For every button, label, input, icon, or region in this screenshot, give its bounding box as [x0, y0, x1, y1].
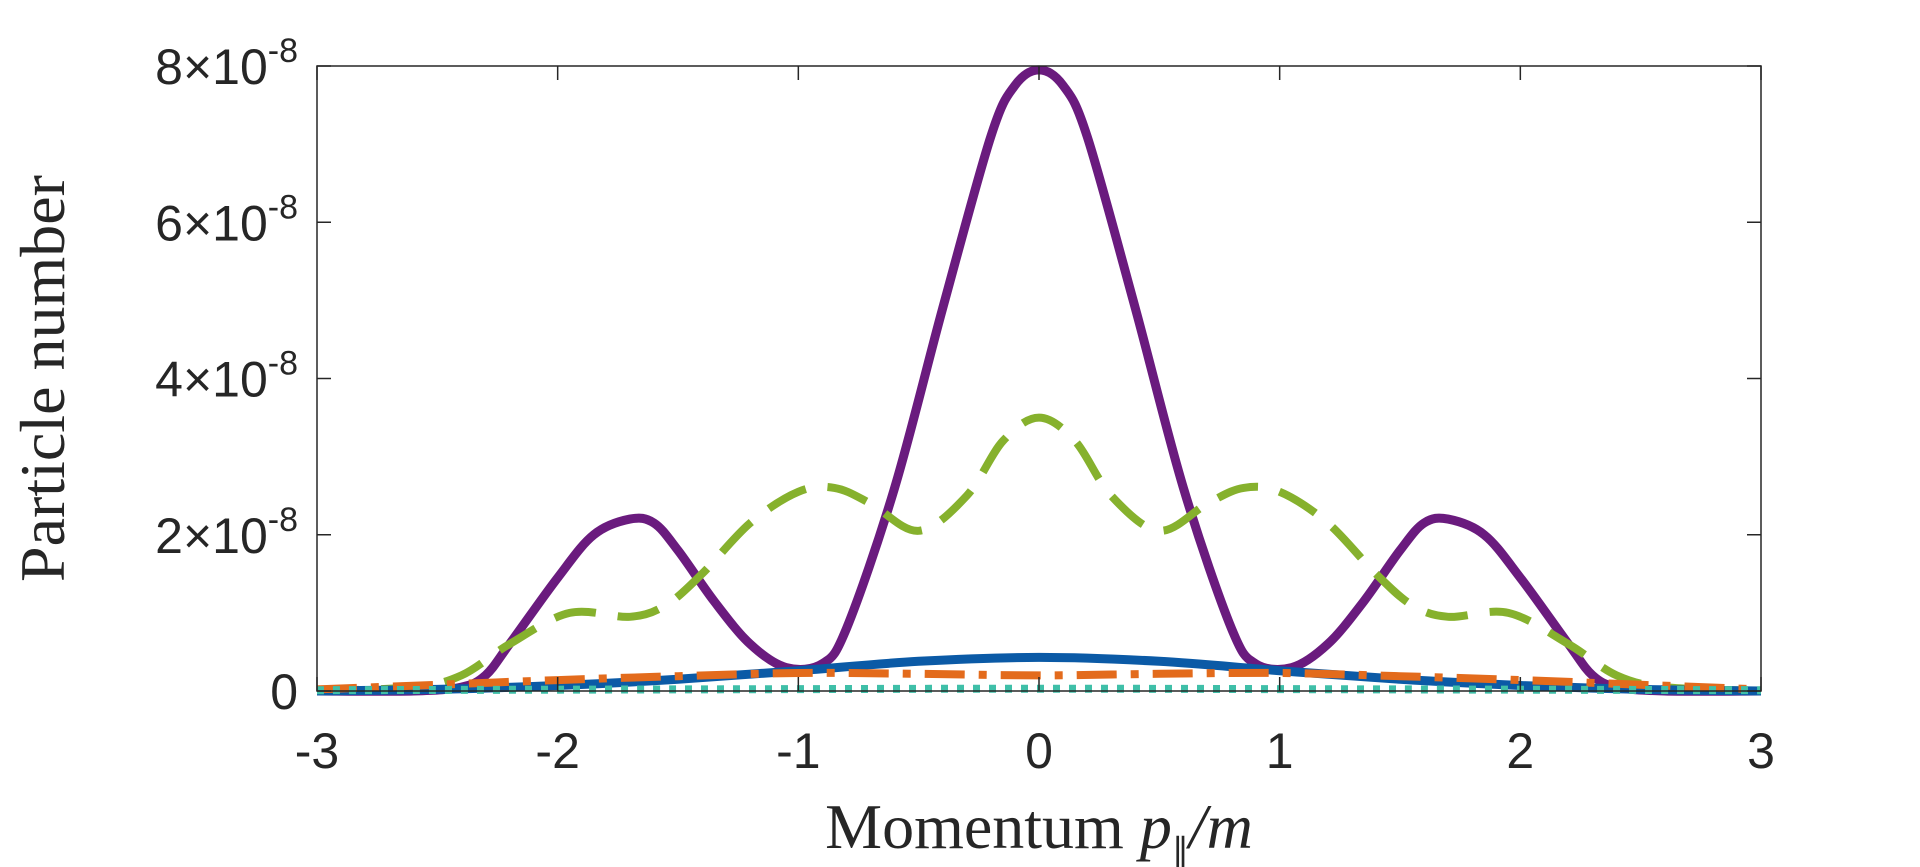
y-tick-label: 8×10-8: [155, 32, 298, 95]
x-axis-label-var: p: [1136, 791, 1172, 862]
y-tick-exponent: -8: [268, 345, 298, 383]
y-tick-label: 0: [270, 664, 298, 720]
y-tick-times: ×: [183, 195, 212, 251]
x-tick-label: 3: [1747, 723, 1775, 779]
y-tick-base: 10: [212, 195, 268, 251]
y-tick-label: 6×10-8: [155, 188, 298, 251]
y-tick-times: ×: [183, 39, 212, 95]
y-tick-base: 10: [212, 39, 268, 95]
y-tick-mantissa: 4: [155, 352, 183, 408]
y-tick-label: 4×10-8: [155, 345, 298, 408]
series-green-dashed: [316, 413, 1762, 695]
y-tick-exponent: -8: [268, 188, 298, 226]
y-tick-base: 10: [212, 508, 268, 564]
x-axis-label-sub: ∥: [1172, 833, 1189, 867]
x-axis-label: Momentum p∥/m: [825, 791, 1253, 867]
y-tick-label: 2×10-8: [155, 501, 298, 564]
y-tick-times: ×: [183, 352, 212, 408]
plot-area: [317, 66, 1761, 691]
y-tick-exponent: -8: [268, 32, 298, 70]
y-tick-labels: 02×10-84×10-86×10-88×10-8: [155, 32, 298, 720]
y-tick-mantissa: 8: [155, 39, 183, 95]
x-tick-label: -1: [776, 723, 820, 779]
x-tick-label: 0: [1025, 723, 1053, 779]
x-tick-label: -2: [535, 723, 579, 779]
y-tick-mantissa: 2: [155, 508, 183, 564]
y-tick-mantissa: 6: [155, 195, 183, 251]
y-tick-base: 10: [212, 352, 268, 408]
x-tick-label: -3: [295, 723, 339, 779]
x-tick-labels: -3 -2 -1 0 1 2 3: [295, 723, 1775, 779]
x-tick-label: 1: [1266, 723, 1294, 779]
ticks-layer: [316, 65, 1762, 692]
y-tick-times: ×: [183, 508, 212, 564]
y-tick-exponent: -8: [268, 501, 298, 539]
y-axis-label: Particle number: [7, 175, 78, 582]
x-tick-label: 2: [1506, 723, 1534, 779]
x-axis-label-prefix: Momentum: [825, 791, 1140, 862]
x-axis-label-suffix: /m: [1186, 791, 1253, 862]
